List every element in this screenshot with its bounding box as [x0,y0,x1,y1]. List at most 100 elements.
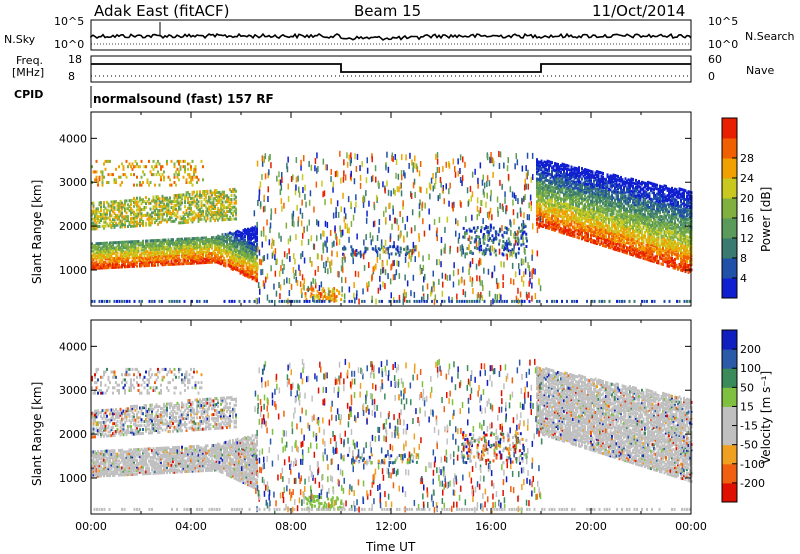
heatmap-cell [662,191,664,194]
heatmap-cell [158,249,161,253]
heatmap-cell [599,230,601,234]
heatmap-cell [651,214,654,217]
heatmap-cell [101,257,104,261]
heatmap-cell [540,212,543,216]
heatmap-cell [226,235,228,239]
heatmap-cell [209,252,212,255]
heatmap-cell [140,255,143,259]
heatmap-cell [539,189,541,192]
heatmap-cell [600,189,603,193]
heatmap-cell [569,231,571,235]
heatmap-cell [617,239,619,243]
heatmap-cell [193,210,195,214]
heatmap-cell [178,248,180,252]
heatmap-cell [575,209,577,213]
heatmap-cell [179,203,182,207]
heatmap-cell [555,204,558,208]
heatmap-cell [206,217,209,221]
heatmap-cell [659,184,661,188]
heatmap-cell [647,221,649,225]
heatmap-cell [567,206,570,210]
heatmap-cell [245,262,248,266]
heatmap-cell [176,175,179,179]
heatmap-cell [161,165,164,169]
heatmap-cell [112,246,114,250]
heatmap-cell [584,231,586,235]
heatmap-cell [666,250,669,254]
heatmap-cell [543,169,546,173]
heatmap-cell [573,235,576,238]
heatmap-cell [143,255,146,259]
heatmap-cell [665,246,667,250]
heatmap-cell [545,215,547,219]
heatmap-cell [94,244,96,247]
heatmap-cell [178,173,180,177]
heatmap-cell [164,257,167,261]
heatmap-cell [629,191,631,195]
heatmap-cell [124,263,126,267]
heatmap-cell [579,194,582,198]
heatmap-cell [157,261,159,265]
heatmap-cell [110,220,113,224]
heatmap-cell [596,173,598,177]
heatmap-cell [612,173,615,177]
heatmap-cell [578,171,580,175]
heatmap-cell [116,206,119,209]
heatmap-cell [235,241,237,245]
heatmap-cell [635,219,637,223]
heatmap-cell [575,182,577,186]
heatmap-cell [139,218,141,222]
heatmap-cell [602,229,604,233]
heatmap-cell [657,259,660,263]
heatmap-cell [636,181,639,185]
heatmap-cell [122,165,125,169]
heatmap-cell [142,214,144,217]
heatmap-cell [199,261,201,265]
heatmap-cell [660,218,663,222]
heatmap-cell [154,183,156,187]
heatmap-cell [208,252,210,256]
heatmap-cell [660,195,663,199]
heatmap-cell [602,222,604,226]
heatmap-cell [632,218,634,222]
heatmap-cell [648,220,651,223]
heatmap-cell [566,181,568,185]
heatmap-cell [134,245,137,249]
heatmap-cell [148,197,150,201]
heatmap-cell [558,205,561,209]
heatmap-cell [149,251,152,255]
heatmap-cell [166,202,168,206]
heatmap-cell [663,212,666,216]
heatmap-cell [557,198,559,202]
heatmap-cell [104,220,107,224]
heatmap-cell [617,183,619,187]
heatmap-cell [606,196,609,200]
heatmap-cell [611,199,613,203]
heatmap-cell [184,244,186,248]
heatmap-cell [188,240,191,244]
heatmap-cell [128,251,131,254]
heatmap-cell [615,221,618,225]
heatmap-cell [662,262,664,266]
heatmap-cell [101,170,104,174]
heatmap-cell [148,258,150,262]
heatmap-cell [145,223,147,227]
heatmap-cell [572,174,574,178]
heatmap-cell [645,192,648,196]
heatmap-cell [206,255,209,259]
heatmap-cell [229,198,231,202]
heatmap-cell [137,222,140,226]
heatmap-cell [585,224,588,228]
heatmap-cell [140,208,143,212]
heatmap-cell [196,258,198,261]
heatmap-cell [235,236,237,240]
heatmap-cell [130,243,132,247]
heatmap-cell [621,248,624,252]
heatmap-cell [146,253,149,257]
heatmap-cell [585,191,588,195]
heatmap-cell [238,253,240,257]
heatmap-cell [235,199,237,203]
heatmap-cell [635,178,637,182]
heatmap-cell [548,207,550,211]
heatmap-cell [635,208,637,212]
